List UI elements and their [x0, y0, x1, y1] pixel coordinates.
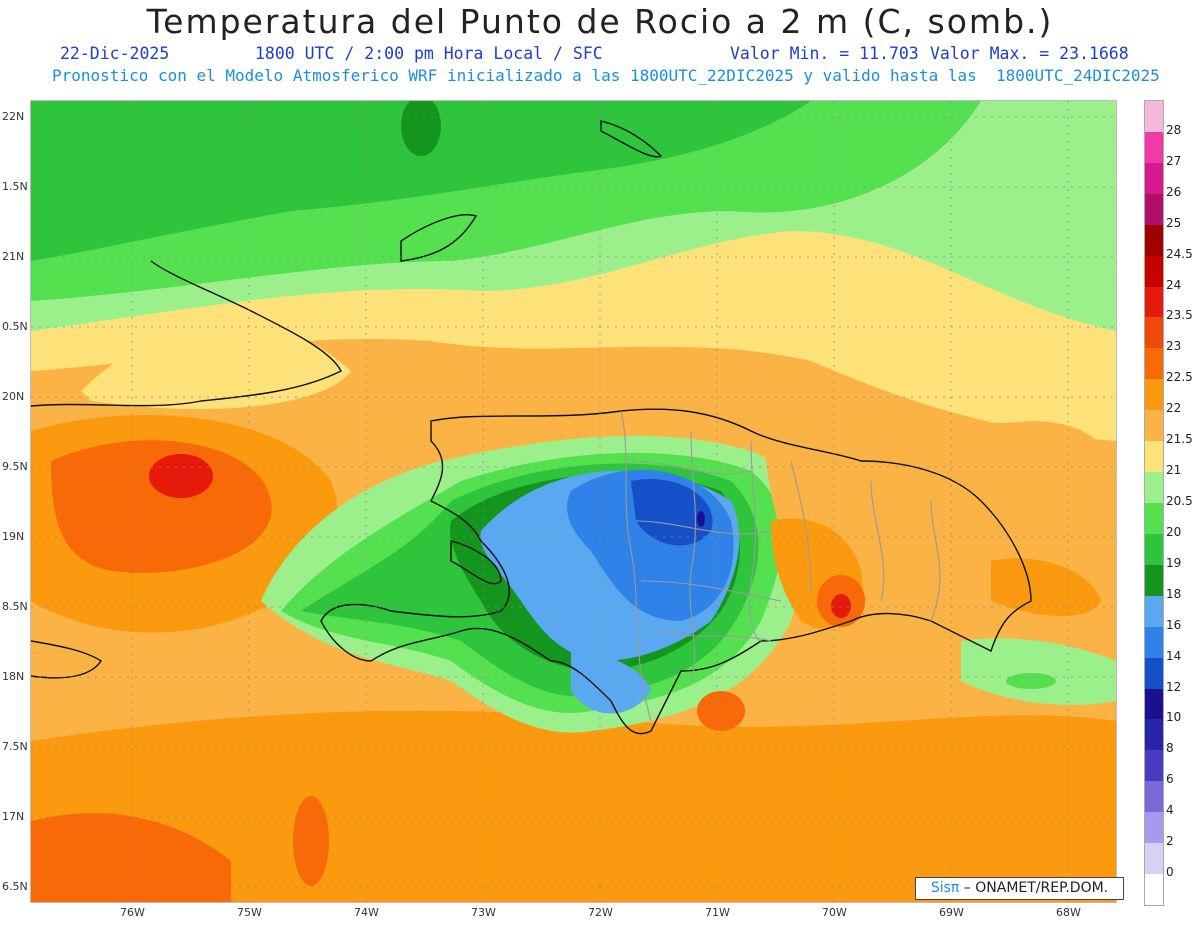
map-title: Temperatura del Punto de Rocio a 2 m (C,… [146, 2, 1054, 41]
lon-label: 73W [471, 906, 496, 919]
lon-label: 74W [354, 906, 379, 919]
lat-label: 8.5N [2, 600, 28, 613]
color-scale-label: 21 [1166, 463, 1182, 478]
color-scale-swatch [1145, 101, 1163, 132]
color-scale-swatch [1145, 317, 1163, 349]
color-scale-label: 10 [1166, 710, 1182, 725]
color-scale-label: 25 [1166, 215, 1182, 230]
color-scale-label: 23.5 [1166, 308, 1193, 323]
credit-text: – ONAMET/REP.DOM. [959, 880, 1109, 896]
color-scale-swatch [1145, 626, 1163, 658]
lat-label: 20N [2, 390, 25, 403]
color-scale-label: 4 [1166, 803, 1174, 818]
color-scale-swatch [1145, 286, 1163, 318]
color-scale-label: 22 [1166, 401, 1182, 416]
lat-label: 7.5N [2, 740, 28, 753]
color-scale-label: 16 [1166, 617, 1182, 632]
lat-label: 1.5N [2, 180, 28, 193]
color-scale-label: 12 [1166, 679, 1182, 694]
lon-label: 71W [705, 906, 730, 919]
color-scale-swatch [1145, 781, 1163, 813]
color-scale-label: 0 [1166, 865, 1174, 880]
valor-min: Valor Min. = 11.703 [730, 44, 919, 63]
color-scale-swatch [1145, 410, 1163, 442]
color-scale-swatch [1145, 564, 1163, 596]
lon-label: 69W [939, 906, 964, 919]
color-scale-swatch [1145, 472, 1163, 503]
color-scale-swatch [1145, 193, 1163, 225]
color-scale-swatch [1145, 441, 1163, 473]
color-scale-swatch [1145, 688, 1163, 720]
model-info: Pronostico con el Modelo Atmosferico WRF… [52, 66, 1160, 85]
lon-label: 68W [1056, 906, 1081, 919]
color-scale-label: 18 [1166, 586, 1182, 601]
lon-label: 76W [120, 906, 145, 919]
color-scale-swatch [1145, 533, 1163, 565]
color-scale-label: 20.5 [1166, 494, 1193, 508]
color-scale-label: 20 [1166, 524, 1182, 539]
color-scale-swatch [1145, 162, 1163, 194]
color-scale-swatch [1145, 843, 1163, 875]
lat-label: 19N [2, 530, 25, 543]
color-scale-label: 8 [1166, 741, 1174, 756]
lat-label: 22N [2, 110, 25, 123]
color-scale-swatch [1145, 224, 1163, 256]
forecast-time: 1800 UTC / 2:00 pm Hora Local / SFC [255, 44, 603, 63]
color-scale-swatch [1145, 657, 1163, 689]
sispi-logo: Sisπ [930, 880, 960, 896]
forecast-date: 22-Dic-2025 [60, 44, 170, 63]
color-scale-bar [1144, 100, 1164, 906]
color-scale-label: 23 [1166, 339, 1182, 354]
lat-label: 17N [2, 810, 25, 823]
lon-label: 70W [822, 906, 847, 919]
color-scale-label: 6 [1166, 772, 1174, 787]
color-scale-label: 24 [1166, 277, 1182, 292]
color-scale-label: 14 [1166, 648, 1182, 663]
lat-label: 9.5N [2, 460, 28, 473]
lat-label: 21N [2, 250, 25, 263]
lat-label: 6.5N [2, 880, 28, 893]
color-scale-label: 28 [1166, 122, 1182, 137]
color-scale-swatch [1145, 131, 1163, 163]
color-scale-swatch [1145, 379, 1163, 411]
color-scale-swatch [1145, 348, 1163, 380]
color-scale-swatch [1145, 719, 1163, 751]
dewpoint-map [30, 100, 1117, 903]
credit-box: Sisπ – ONAMET/REP.DOM. [915, 877, 1124, 900]
color-scale-swatch [1145, 502, 1163, 534]
color-scale-swatch [1145, 595, 1163, 627]
lat-label: 0.5N [2, 320, 28, 333]
lat-label: 18N [2, 670, 25, 683]
color-scale-swatch [1145, 812, 1163, 844]
color-scale-label: 22.5 [1166, 370, 1193, 385]
color-scale-label: 2 [1166, 834, 1174, 849]
lon-label: 75W [237, 906, 262, 919]
color-scale-label: 24.5 [1166, 246, 1193, 261]
color-scale-label: 19 [1166, 555, 1182, 570]
color-scale-label: 21.5 [1166, 432, 1193, 447]
color-scale-swatch [1145, 874, 1163, 905]
lon-label: 72W [588, 906, 613, 919]
color-scale-label: 26 [1166, 184, 1182, 199]
color-scale-swatch [1145, 255, 1163, 287]
valor-max: Valor Max. = 23.1668 [930, 44, 1129, 63]
color-scale-swatch [1145, 750, 1163, 782]
color-scale-label: 27 [1166, 153, 1182, 168]
